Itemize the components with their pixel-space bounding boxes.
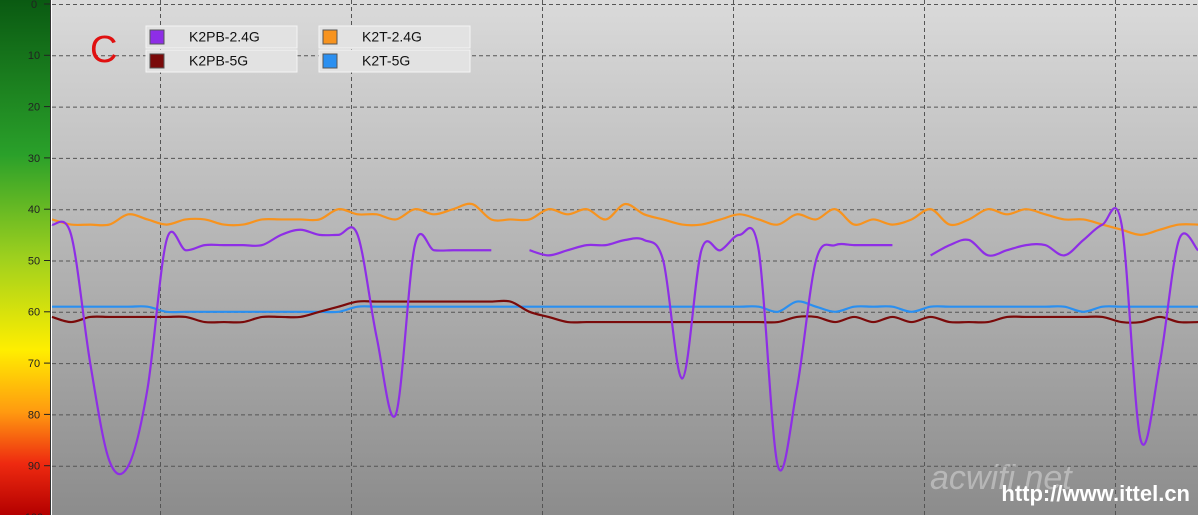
legend-swatch	[322, 53, 338, 69]
lines	[51, 202, 1198, 476]
series-line	[51, 206, 1198, 476]
y-tick-label: 0	[31, 0, 37, 11]
legend-label: K2T-2.4G	[362, 29, 422, 45]
y-tick-label: 90	[28, 461, 40, 473]
watermark-faint: acwifi.net	[930, 459, 1073, 497]
legend-label: K2PB-5G	[189, 53, 248, 69]
y-tick-label: 80	[28, 409, 40, 421]
series-line	[51, 202, 1198, 236]
y-tick-label: 10	[28, 50, 40, 62]
legend-item-box	[145, 49, 298, 73]
y-tick-label: 30	[28, 153, 40, 165]
legend-item-box	[145, 25, 298, 49]
watermark: http://www.ittel.cn	[1001, 481, 1190, 506]
y-tick-label: 40	[28, 204, 40, 216]
signal-scale	[0, 0, 50, 515]
y-tick-label: 60	[28, 307, 40, 319]
legend-label: K2PB-2.4G	[189, 29, 260, 45]
plot-background	[52, 0, 1198, 515]
grid	[52, 4, 1198, 467]
legend: K2PB-2.4G K2PB-5G K2T-2.4G K2T-5G	[145, 25, 471, 73]
legend-label: K2T-5G	[362, 53, 410, 69]
legend-swatch	[322, 29, 338, 45]
series-line	[51, 300, 1198, 314]
y-tick-label: 20	[28, 102, 40, 114]
y-tick-label: 70	[28, 358, 40, 370]
legend-item-box	[318, 25, 471, 49]
annotation-label: C	[90, 29, 117, 71]
legend-swatch	[149, 29, 165, 45]
y-tick-label: 50	[28, 255, 40, 267]
y-tick-label: 100	[25, 512, 43, 515]
series-line	[51, 299, 1198, 324]
vertical-grid	[160, 0, 1116, 515]
legend-item-box	[318, 49, 471, 73]
legend-swatch	[149, 53, 165, 69]
